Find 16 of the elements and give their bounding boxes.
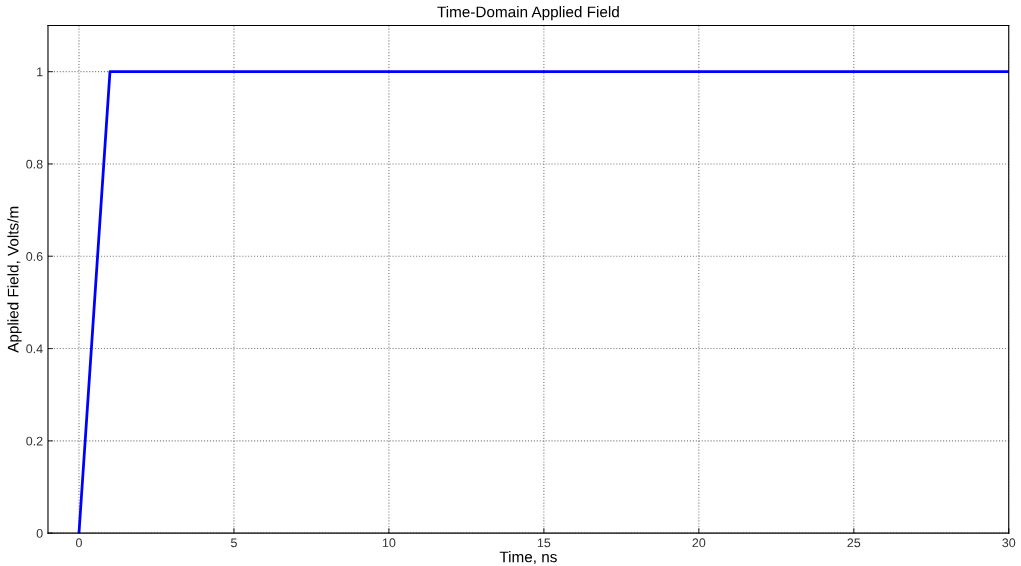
x-tick-label: 0: [75, 538, 82, 548]
y-tick-label: 0.8: [26, 159, 43, 169]
x-tick-label: 25: [847, 538, 861, 548]
y-tick-label: 0: [36, 528, 43, 538]
x-tick-label: 20: [692, 538, 706, 548]
y-tick-label: 0.6: [26, 252, 43, 261]
y-tick-label: 0.4: [26, 344, 43, 354]
x-tick-label: 30: [1002, 538, 1016, 548]
y-axis-title: Applied Field, Volts/m: [7, 206, 22, 353]
x-tick-label: 10: [382, 538, 396, 548]
x-tick-label: 15: [537, 538, 551, 548]
chart-title: Time-Domain Applied Field: [437, 6, 619, 21]
x-axis-title: Time, ns: [499, 551, 557, 565]
y-tick-label: 1: [37, 67, 43, 77]
x-tick-label: 5: [230, 538, 237, 548]
y-tick-label: 0.2: [26, 436, 43, 446]
